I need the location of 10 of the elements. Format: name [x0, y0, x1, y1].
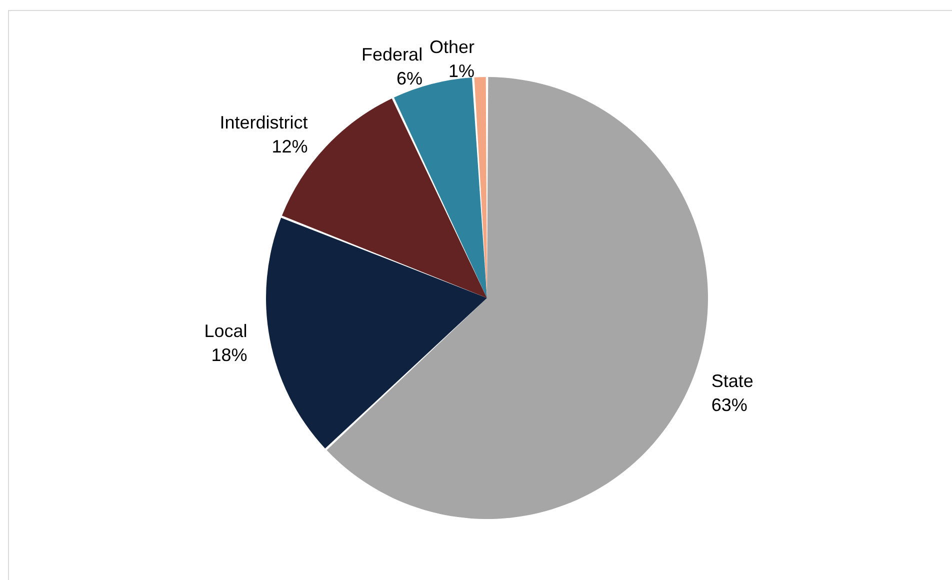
data-label: 1%: [448, 61, 474, 82]
data-label: 63%: [711, 394, 748, 415]
slice-label: Other: [429, 37, 474, 58]
data-label: 6%: [396, 68, 423, 89]
slice-label: Federal: [362, 44, 423, 65]
slice-label: State: [711, 370, 754, 391]
slice-label: Interdistrict: [220, 112, 308, 132]
data-label: 18%: [211, 344, 248, 365]
slice-label: Local: [204, 320, 248, 341]
data-label: 12%: [272, 136, 308, 156]
